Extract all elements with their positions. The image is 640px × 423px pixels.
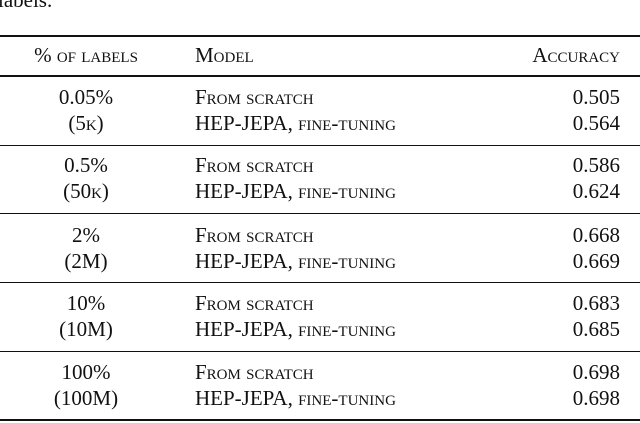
label-percent: 2% (72, 223, 100, 247)
accuracy-value: 0.685 (572, 317, 620, 341)
model-name: HEP-JEPA, fine-tuning (195, 385, 396, 411)
label-count: (5k) (68, 111, 104, 135)
model-name: From scratch (195, 222, 314, 248)
model-name-main: From scratch (195, 85, 314, 109)
label-count: (2M) (64, 249, 108, 273)
model-name: HEP-JEPA, fine-tuning (195, 248, 396, 274)
accuracy-value: 0.698 (572, 386, 620, 410)
accuracy-value: 0.624 (572, 179, 620, 203)
model-name-main: HEP-JEPA (195, 111, 288, 135)
model-name: From scratch (195, 152, 314, 178)
caption-fragment: labels. (0, 0, 53, 12)
model-name-suffix: , fine-tuning (287, 386, 396, 410)
model-name: HEP-JEPA, fine-tuning (195, 178, 396, 204)
group-rule (0, 282, 640, 283)
accuracy-value: 0.669 (572, 249, 620, 273)
label-count: (100M) (53, 386, 119, 410)
label-count: (10M) (59, 317, 113, 341)
header-accuracy: Accuracy (532, 43, 620, 67)
model-name-suffix: , fine-tuning (287, 317, 396, 341)
model-name: From scratch (195, 290, 314, 316)
model-name-main: From scratch (195, 223, 314, 247)
model-name-main: HEP-JEPA (195, 179, 288, 203)
group-rule (0, 351, 640, 352)
label-percent: 0.05% (58, 85, 114, 109)
model-name-suffix: , fine-tuning (287, 179, 396, 203)
group-rule (0, 145, 640, 146)
accuracy-value: 0.683 (572, 291, 620, 315)
model-name: HEP-JEPA, fine-tuning (195, 316, 396, 342)
model-name-suffix: , fine-tuning (287, 111, 396, 135)
group-rule (0, 213, 640, 214)
top-rule (0, 35, 640, 37)
bottom-rule (0, 419, 640, 421)
accuracy-value: 0.505 (572, 85, 620, 109)
model-name-main: HEP-JEPA (195, 249, 288, 273)
header-rule (0, 75, 640, 77)
header-model: Model (195, 43, 254, 67)
label-percent: 0.5% (64, 153, 108, 177)
label-percent: 10% (66, 291, 106, 315)
model-name-main: From scratch (195, 291, 314, 315)
model-name: HEP-JEPA, fine-tuning (195, 110, 396, 136)
model-name-main: HEP-JEPA (195, 386, 288, 410)
accuracy-value: 0.668 (572, 223, 620, 247)
header-labels: % of labels (34, 43, 138, 67)
model-name-main: From scratch (195, 360, 314, 384)
model-name: From scratch (195, 359, 314, 385)
accuracy-value: 0.564 (572, 111, 620, 135)
label-count: (50k) (63, 179, 109, 203)
model-name-main: From scratch (195, 153, 314, 177)
model-name-suffix: , fine-tuning (287, 249, 396, 273)
model-name-main: HEP-JEPA (195, 317, 288, 341)
label-percent: 100% (61, 360, 111, 384)
accuracy-value: 0.586 (572, 153, 620, 177)
model-name: From scratch (195, 84, 314, 110)
accuracy-value: 0.698 (572, 360, 620, 384)
